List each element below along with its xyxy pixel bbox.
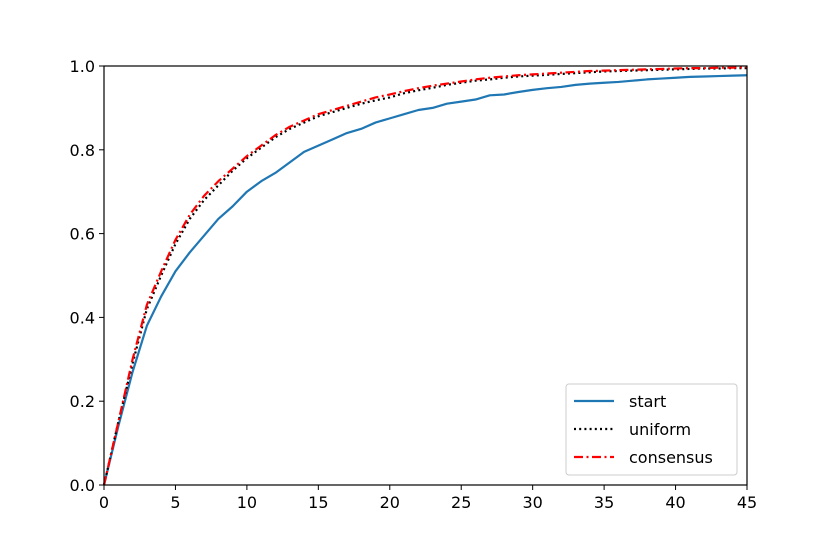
x-tick-label: 5 [170,493,180,512]
x-tick-label: 40 [665,493,685,512]
y-tick-label: 0.0 [70,476,95,495]
x-tick-label: 20 [380,493,400,512]
x-tick-label: 35 [594,493,614,512]
series-line-start [102,74,748,486]
plot-lines [102,66,748,486]
y-tick-label: 0.2 [70,392,95,411]
axes-frame [103,65,748,486]
legend-label-start: start [629,392,666,411]
legend-label-uniform: uniform [629,420,691,439]
x-tick-label: 10 [237,493,257,512]
series-line-consensus [102,66,748,486]
legend: start uniform consensus [565,383,738,476]
x-tick-label: 45 [737,493,757,512]
x-tick-label: 25 [451,493,471,512]
y-tick-label: 1.0 [70,57,95,76]
y-tick-label: 0.4 [70,308,95,327]
x-tick-label: 0 [99,493,109,512]
legend-label-consensus: consensus [629,448,713,467]
y-tick-label: 0.8 [70,141,95,160]
y-axis: 0.0 0.2 0.4 0.6 0.8 1.0 [70,57,104,495]
y-tick-label: 0.6 [70,225,95,244]
x-axis: 0 5 10 15 20 25 30 35 40 45 [99,485,757,512]
x-tick-label: 15 [308,493,328,512]
legend-box [565,383,738,476]
x-tick-label: 30 [522,493,542,512]
